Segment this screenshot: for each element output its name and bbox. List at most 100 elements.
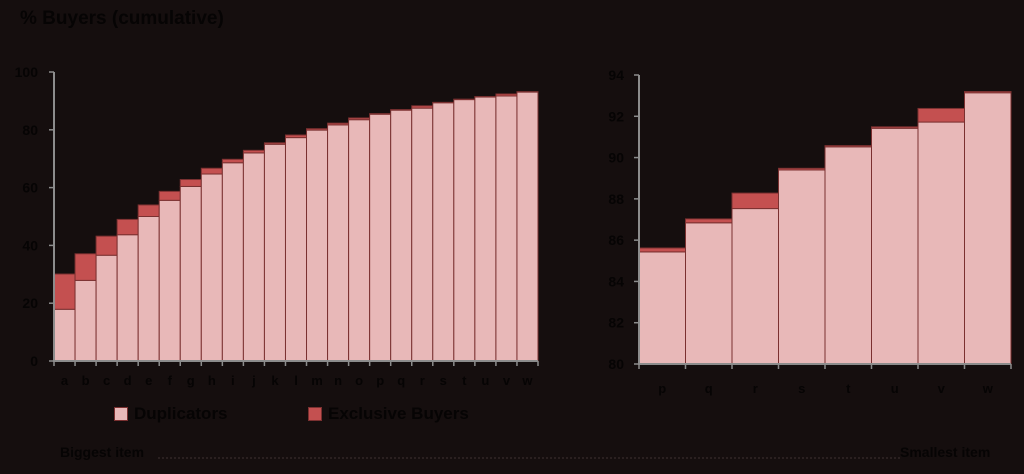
- category-label-s: s: [798, 381, 805, 396]
- bar-exclusive-g: [179, 179, 202, 187]
- bar-exclusive-e: [137, 204, 160, 218]
- bar-duplicators-s: [432, 102, 455, 362]
- bar-exclusive-m: [306, 128, 329, 131]
- y-tick-label: 80: [22, 122, 38, 138]
- bar-exclusive-t: [453, 98, 476, 101]
- bar-duplicators-b: [74, 279, 97, 362]
- category-label-w: w: [521, 373, 533, 388]
- bar-exclusive-v: [917, 107, 965, 123]
- bar-exclusive-d: [116, 218, 139, 236]
- bar-duplicators-d: [116, 234, 139, 362]
- bar-exclusive-i: [221, 158, 244, 164]
- bar-duplicators-q: [390, 109, 413, 362]
- bar-duplicators-h: [200, 173, 223, 362]
- bar-duplicators-v: [495, 95, 518, 362]
- y-tick-label: 82: [608, 315, 624, 331]
- category-label-c: c: [103, 373, 110, 388]
- y-tick-label: 80: [608, 356, 624, 372]
- category-label-f: f: [168, 373, 173, 388]
- bar-exclusive-t: [824, 145, 872, 148]
- bar-duplicators-q: [685, 222, 733, 365]
- legend-item-duplicators: Duplicators: [114, 404, 228, 424]
- bar-duplicators-g: [179, 185, 202, 362]
- category-label-k: k: [271, 373, 279, 388]
- category-label-o: o: [355, 373, 363, 388]
- bar-duplicators-o: [348, 119, 371, 362]
- y-tick-label: 88: [608, 191, 624, 207]
- bar-exclusive-u: [871, 126, 919, 129]
- bar-exclusive-w: [964, 91, 1012, 94]
- bar-duplicators-r: [411, 107, 434, 362]
- category-label-w: w: [982, 381, 994, 396]
- bar-exclusive-l: [284, 134, 308, 139]
- bar-duplicators-i: [221, 162, 244, 362]
- bar-exclusive-p: [638, 247, 686, 253]
- bar-exclusive-h: [200, 167, 223, 175]
- category-label-q: q: [397, 373, 405, 388]
- bar-exclusive-k: [263, 142, 286, 145]
- bar-duplicators-l: [284, 137, 308, 362]
- y-tick-label: 84: [608, 273, 624, 289]
- bar-exclusive-q: [390, 109, 413, 111]
- legend-label-duplicators: Duplicators: [134, 404, 228, 423]
- bar-exclusive-a: [53, 273, 76, 310]
- bar-exclusive-r: [731, 192, 779, 210]
- y-tick-label: 92: [608, 108, 624, 124]
- category-label-p: p: [658, 381, 666, 396]
- legend-label-exclusive: Exclusive Buyers: [328, 404, 469, 423]
- bar-duplicators-p: [369, 113, 392, 362]
- category-label-i: i: [231, 373, 235, 388]
- bar-exclusive-v: [495, 93, 518, 97]
- bar-exclusive-w: [516, 91, 539, 93]
- bar-duplicators-k: [263, 143, 286, 362]
- bar-duplicators-r: [731, 208, 779, 365]
- bar-exclusive-u: [474, 96, 497, 98]
- bar-exclusive-r: [411, 105, 434, 109]
- category-label-j: j: [251, 373, 256, 388]
- category-label-d: d: [124, 373, 132, 388]
- y-tick-label: 0: [30, 353, 38, 369]
- bar-exclusive-n: [327, 122, 350, 126]
- bar-exclusive-p: [369, 113, 392, 115]
- bar-exclusive-o: [348, 117, 371, 121]
- y-tick-label: 86: [608, 232, 624, 248]
- footer-biggest-item: Biggest item: [60, 444, 145, 460]
- category-label-t: t: [462, 373, 467, 388]
- category-label-h: h: [208, 373, 216, 388]
- bar-duplicators-c: [95, 254, 118, 362]
- legend-item-exclusive: Exclusive Buyers: [308, 404, 469, 424]
- bar-duplicators-p: [638, 251, 686, 365]
- exclusive-swatch-icon: [308, 407, 322, 421]
- chart-title: % Buyers (cumulative): [20, 8, 224, 29]
- category-label-q: q: [705, 381, 713, 396]
- bar-exclusive-c: [95, 235, 118, 256]
- y-tick-label: 60: [22, 180, 38, 196]
- y-tick-label: 90: [608, 150, 624, 166]
- bar-duplicators-w: [964, 92, 1012, 365]
- bar-duplicators-t: [453, 98, 476, 362]
- bar-duplicators-a: [53, 308, 76, 362]
- bar-duplicators-n: [327, 124, 350, 362]
- category-label-t: t: [846, 381, 851, 396]
- footer-dotted-line: [158, 457, 900, 459]
- category-label-l: l: [294, 373, 298, 388]
- category-label-p: p: [376, 373, 384, 388]
- bar-duplicators-w: [516, 91, 539, 362]
- category-label-g: g: [187, 373, 195, 388]
- category-label-r: r: [753, 381, 758, 396]
- bar-duplicators-e: [137, 216, 160, 362]
- bar-duplicators-u: [871, 127, 919, 365]
- y-tick-label: 40: [22, 237, 38, 253]
- category-label-n: n: [334, 373, 342, 388]
- bar-duplicators-s: [778, 169, 826, 365]
- category-label-a: a: [61, 373, 69, 388]
- category-label-v: v: [503, 373, 511, 388]
- bar-exclusive-b: [74, 253, 97, 281]
- category-label-b: b: [82, 373, 90, 388]
- bar-duplicators-f: [158, 199, 181, 362]
- category-label-e: e: [145, 373, 152, 388]
- category-label-u: u: [481, 373, 489, 388]
- bar-duplicators-j: [242, 152, 265, 362]
- category-label-u: u: [891, 381, 899, 396]
- category-label-r: r: [420, 373, 425, 388]
